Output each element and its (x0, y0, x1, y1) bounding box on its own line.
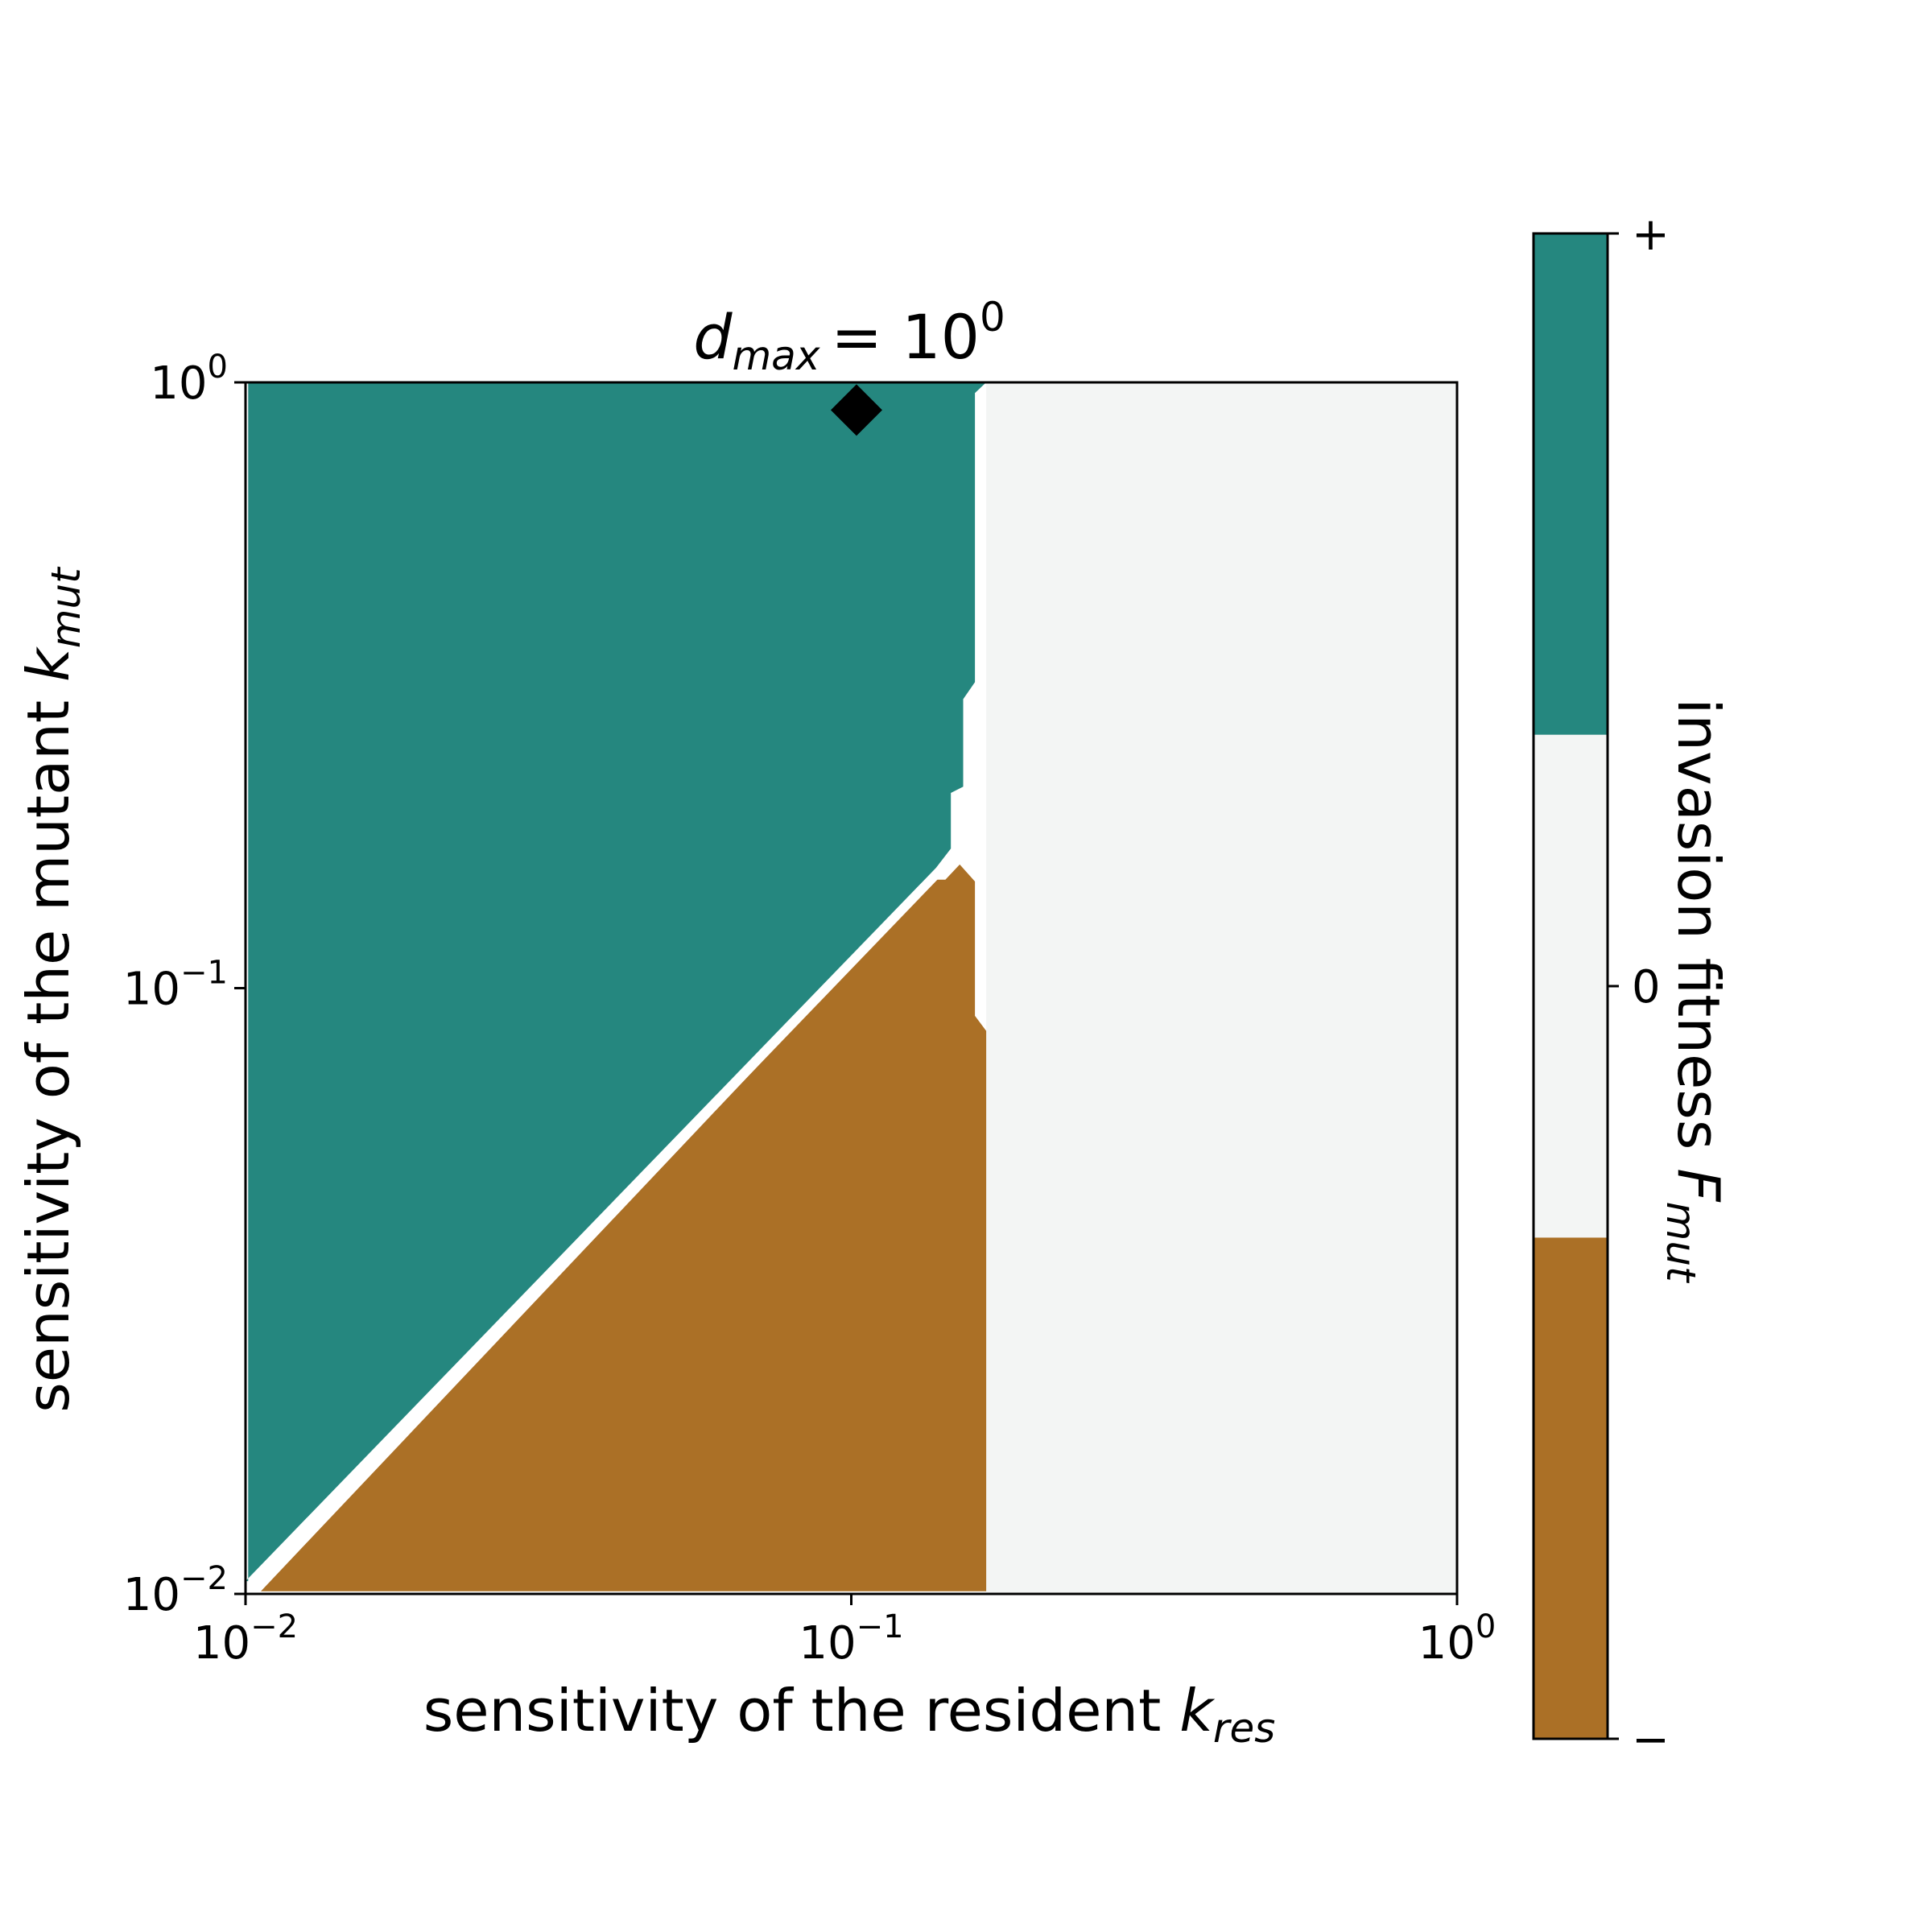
colorbar-label: invasion fitness Fmut (1657, 698, 1732, 1284)
diagonal-boundary-line (251, 869, 944, 1588)
colorbar-tick-label: − (1632, 1714, 1670, 1766)
colorbar-tick-label: + (1632, 208, 1670, 261)
colorbar-tick-label: 0 (1632, 961, 1661, 1013)
colorbar: − 0 + invasion fitness Fmut (1532, 208, 1732, 1766)
x-tick-label: 10−1 (799, 1608, 903, 1670)
x-tick-label: 100 (1418, 1608, 1496, 1670)
colorbar-ticks: − 0 + (1608, 208, 1670, 1766)
colorbar-segment (1534, 734, 1608, 1238)
markers (830, 384, 882, 436)
x-axis-ticks: 10−2 10−1 100 (193, 1594, 1496, 1670)
colorbar-segment (1534, 1237, 1608, 1739)
y-tick-label: 100 (150, 349, 228, 410)
chart-title: dmax = 100 (693, 294, 1005, 379)
x-tick-label: 10−2 (193, 1608, 298, 1670)
colorbar-segments (1534, 233, 1608, 1739)
region-neutral (986, 382, 1457, 1594)
y-tick-label: 10−1 (123, 955, 228, 1016)
plot-area: 10−2 10−1 100 10−2 10−1 100 (123, 349, 1496, 1670)
y-tick-label: 10−2 (123, 1560, 228, 1621)
x-axis-label: sensitivity of the resident kres (423, 1677, 1276, 1752)
y-axis-ticks: 10−2 10−1 100 (123, 349, 246, 1621)
colorbar-segment (1534, 233, 1608, 735)
heatmap-regions (246, 382, 1457, 1594)
y-axis-label: sensitivity of the mutant kmut (14, 566, 89, 1413)
region-positive (246, 382, 987, 1582)
region-negative (261, 864, 987, 1591)
diamond-marker (830, 384, 882, 436)
